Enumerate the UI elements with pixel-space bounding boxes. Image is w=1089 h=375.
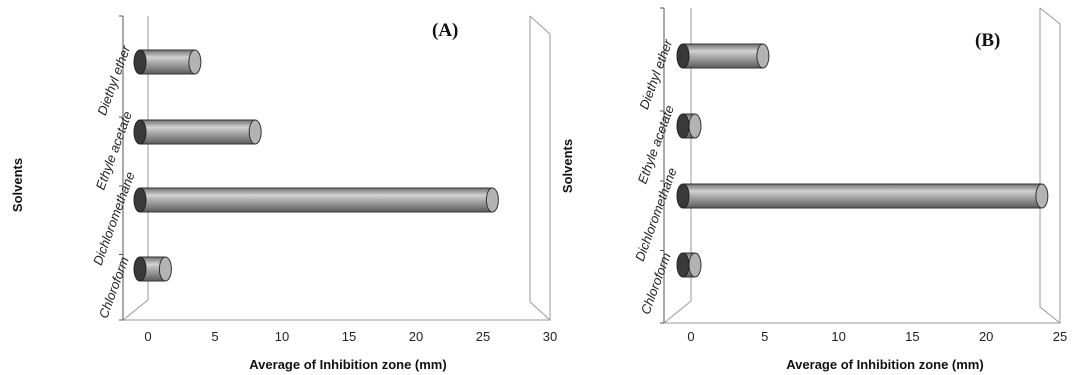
bar-base-cap — [676, 43, 690, 69]
floor-left-edge — [122, 299, 149, 321]
x-tick-label: 20 — [409, 329, 423, 344]
bar — [676, 43, 770, 69]
x-axis-title-b: Average of Inhibition zone (mm) — [786, 357, 983, 372]
panel-label-a: (A) — [432, 20, 458, 41]
category-label: Diethyl ether — [94, 43, 133, 117]
bar-base-cap — [676, 113, 690, 139]
bar-end-cap — [485, 187, 499, 213]
y-axis-title-a: Solvents — [10, 158, 25, 212]
bar-end-cap — [688, 252, 702, 278]
bar-body — [139, 187, 493, 213]
bar-end-cap — [248, 119, 262, 145]
bar-end-cap — [158, 256, 172, 282]
bar-base-cap — [133, 256, 147, 282]
x-tick-label: 15 — [342, 329, 356, 344]
x-tick-label: 25 — [1053, 329, 1067, 344]
bar-base-cap — [676, 252, 690, 278]
chart-panel-a: (A) Solvents Average of Inhibition zone … — [10, 15, 557, 372]
x-tick-label: 0 — [687, 329, 694, 344]
floor-left-edge — [663, 300, 692, 324]
bar-body — [682, 183, 1043, 209]
bar — [133, 187, 499, 213]
x-tick-label: 5 — [761, 329, 768, 344]
x-tick-label: 20 — [979, 329, 993, 344]
x-tick-label: 10 — [831, 329, 845, 344]
bar — [133, 49, 202, 75]
bar-body — [139, 49, 196, 75]
x-tick-label: 30 — [543, 329, 557, 344]
bar-end-cap — [1035, 183, 1049, 209]
x-axis-title-a: Average of Inhibition zone (mm) — [249, 357, 446, 372]
bar-body — [682, 43, 764, 69]
bar-base-cap — [133, 119, 147, 145]
bar — [676, 252, 702, 278]
bar-end-cap — [756, 43, 770, 69]
bar — [676, 183, 1049, 209]
bar — [676, 113, 702, 139]
x-tick-label: 10 — [275, 329, 289, 344]
bar — [133, 256, 172, 282]
bar-end-cap — [188, 49, 202, 75]
bar-end-cap — [688, 113, 702, 139]
x-tick-label: 25 — [476, 329, 490, 344]
y-axis-title-b: Solvents — [560, 139, 575, 193]
panel-label-b: (B) — [975, 30, 1000, 51]
x-tick-label: 5 — [211, 329, 218, 344]
x-tick-label: 15 — [905, 329, 919, 344]
bar-base-cap — [676, 183, 690, 209]
x-tick-label: 0 — [144, 329, 151, 344]
bar-base-cap — [133, 49, 147, 75]
bar — [133, 119, 262, 145]
bar-body — [139, 119, 256, 145]
chart-panel-b: (B) Solvents Average of Inhibition zone … — [560, 7, 1067, 372]
bar-base-cap — [133, 187, 147, 213]
right-wall-outline — [529, 15, 551, 322]
right-wall-outline — [1039, 7, 1061, 325]
category-label: Diethyl ether — [636, 37, 675, 111]
